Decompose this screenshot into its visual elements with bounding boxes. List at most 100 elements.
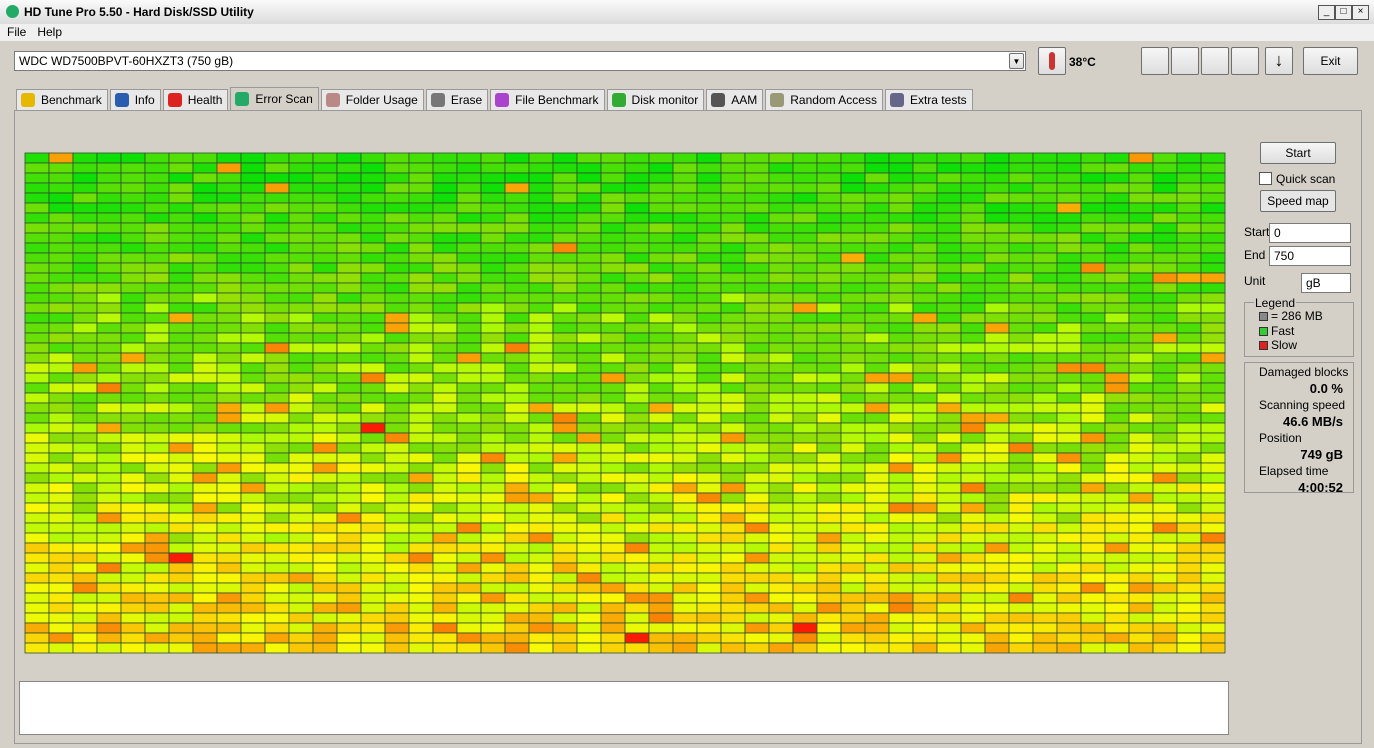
speed-block — [72, 252, 98, 264]
speed-block — [960, 432, 986, 444]
speed-block — [96, 562, 122, 574]
start-label: Start — [1244, 225, 1270, 239]
speed-block — [768, 162, 794, 174]
speed-block — [144, 412, 170, 424]
speed-block — [528, 452, 554, 464]
speed-map-button[interactable]: Speed map — [1260, 190, 1336, 212]
speed-block — [1128, 202, 1154, 214]
tab[interactable]: Error Scan — [230, 87, 319, 110]
save-button[interactable]: ↓ — [1265, 47, 1293, 75]
speed-block — [48, 522, 74, 534]
speed-block — [168, 272, 194, 284]
options-button[interactable] — [1231, 47, 1259, 75]
tab[interactable]: AAM — [706, 89, 764, 110]
speed-block — [24, 162, 50, 174]
speed-block — [408, 302, 434, 314]
start-button[interactable]: Start — [1260, 142, 1336, 164]
speed-block — [720, 262, 746, 274]
speed-block — [864, 312, 890, 324]
speed-block — [48, 242, 74, 254]
speed-block — [936, 252, 962, 264]
speed-block — [576, 522, 602, 534]
end-input[interactable]: 750 — [1269, 246, 1351, 266]
copy-button[interactable] — [1141, 47, 1169, 75]
speed-block — [624, 242, 650, 254]
speed-block — [600, 172, 626, 184]
unit-select[interactable]: gB — [1301, 273, 1351, 293]
speed-block — [888, 242, 914, 254]
speed-block — [648, 302, 674, 314]
tab[interactable]: Erase — [425, 89, 489, 110]
speed-block — [696, 332, 722, 344]
speed-block — [648, 272, 674, 284]
speed-block — [864, 192, 890, 204]
speed-block — [312, 322, 338, 334]
maximize-button[interactable]: □ — [1335, 5, 1352, 20]
temperature-icon[interactable] — [1038, 47, 1066, 75]
speed-block — [240, 542, 266, 554]
speed-block — [288, 482, 314, 494]
speed-block — [432, 422, 458, 434]
speed-block — [312, 622, 338, 634]
speed-block — [984, 592, 1010, 604]
exit-button[interactable]: Exit — [1303, 47, 1358, 75]
speed-block — [72, 412, 98, 424]
speed-block — [744, 272, 770, 284]
speed-block — [432, 332, 458, 344]
speed-block — [1200, 382, 1226, 394]
close-button[interactable]: × — [1352, 5, 1369, 20]
tab[interactable]: Folder Usage — [320, 89, 424, 110]
tab[interactable]: Health — [162, 89, 229, 110]
speed-block — [240, 562, 266, 574]
tab[interactable]: Disk monitor — [606, 89, 705, 110]
speed-block — [264, 592, 290, 604]
speed-block — [360, 282, 386, 294]
screenshot-button[interactable] — [1201, 47, 1229, 75]
menu-help[interactable]: Help — [37, 25, 63, 39]
speed-block — [744, 402, 770, 414]
speed-block — [336, 442, 362, 454]
tab[interactable]: File Benchmark — [490, 89, 605, 110]
tab[interactable]: Extra tests — [884, 89, 973, 110]
speed-block — [480, 362, 506, 374]
speed-block — [264, 412, 290, 424]
tab[interactable]: Info — [109, 89, 161, 110]
speed-block — [1080, 352, 1106, 364]
speed-block — [888, 202, 914, 214]
speed-block — [816, 232, 842, 244]
quick-scan-checkbox[interactable] — [1259, 172, 1272, 185]
speed-block — [960, 552, 986, 564]
dropdown-arrow[interactable]: ▼ — [1009, 53, 1024, 69]
speed-block — [336, 352, 362, 364]
speed-block — [840, 612, 866, 624]
speed-block — [24, 282, 50, 294]
speed-block — [192, 492, 218, 504]
speed-block — [72, 182, 98, 194]
speed-block — [288, 342, 314, 354]
menu-file[interactable]: File — [7, 25, 27, 39]
speed-block — [216, 352, 242, 364]
copy-all-button[interactable] — [1171, 47, 1199, 75]
speed-block — [432, 612, 458, 624]
speed-block — [768, 292, 794, 304]
speed-block — [840, 542, 866, 554]
speed-block — [1080, 372, 1106, 384]
speed-block — [984, 642, 1010, 654]
drive-select[interactable]: WDC WD7500BPVT-60HXZT3 (750 gB) ▼ — [14, 51, 1026, 71]
speed-block — [96, 642, 122, 654]
tab[interactable]: Random Access — [765, 89, 883, 110]
speed-block — [576, 292, 602, 304]
tab[interactable]: Benchmark — [16, 89, 108, 110]
speed-block — [1176, 152, 1202, 164]
speed-block — [264, 512, 290, 524]
speed-block — [744, 162, 770, 174]
speed-block — [1152, 582, 1178, 594]
speed-block — [192, 472, 218, 484]
speed-block — [816, 352, 842, 364]
speed-block — [936, 622, 962, 634]
speed-block — [960, 242, 986, 254]
speed-block — [1008, 532, 1034, 544]
start-input[interactable]: 0 — [1269, 223, 1351, 243]
speed-block — [888, 472, 914, 484]
minimize-button[interactable]: _ — [1318, 5, 1335, 20]
